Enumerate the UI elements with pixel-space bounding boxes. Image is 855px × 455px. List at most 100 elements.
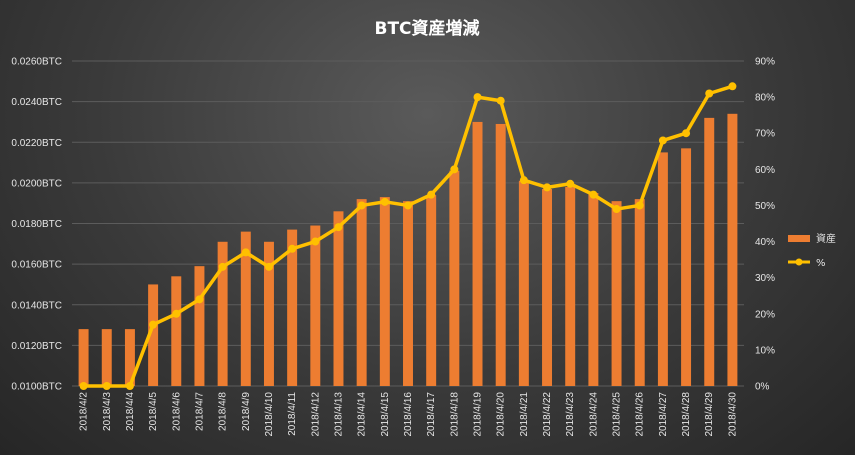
x-axis-ticks: 2018/4/2 2018/4/3 2018/4/4 2018/4/5 2018/4/6… <box>79 392 739 437</box>
bar <box>704 117 715 386</box>
line-point <box>450 165 459 174</box>
x-tick-label: 2018/4/16 <box>403 392 414 437</box>
line-point <box>635 201 644 210</box>
line-point <box>566 179 575 188</box>
x-tick-label: 2018/4/11 <box>287 392 298 436</box>
bar <box>148 284 159 386</box>
line-point <box>264 262 273 271</box>
y-left-tick-label: 0.0220BTC <box>11 138 62 149</box>
line-point <box>172 309 181 318</box>
line-point <box>728 82 737 91</box>
bar <box>379 197 390 386</box>
bar <box>78 329 89 386</box>
x-tick-label: 2018/4/7 <box>194 392 205 431</box>
bar <box>426 195 437 386</box>
y-right-tick-label: 40% <box>755 237 775 248</box>
bar <box>542 188 553 386</box>
line-point <box>682 129 691 138</box>
y-right-tick-label: 90% <box>755 57 775 68</box>
y-right-tick-label: 80% <box>755 93 775 104</box>
right-axis-ticks: 0% 10% 20% 30% 40% 50% 60% 70% 80% 90% <box>755 57 775 393</box>
line-point <box>543 183 552 192</box>
x-tick-label: 2018/4/9 <box>241 392 252 431</box>
y-left-tick-label: 0.0180BTC <box>11 219 62 230</box>
legend-bar-swatch <box>788 235 810 242</box>
x-tick-label: 2018/4/15 <box>380 392 391 437</box>
x-tick-label: 2018/4/6 <box>171 392 182 431</box>
x-tick-label: 2018/4/20 <box>496 392 507 437</box>
line-point <box>705 89 714 98</box>
bar <box>565 186 576 386</box>
line-point <box>427 190 436 199</box>
x-tick-label: 2018/4/13 <box>333 392 344 437</box>
bar <box>611 201 622 386</box>
line-point <box>357 201 366 210</box>
bar <box>588 193 599 386</box>
x-tick-label: 2018/4/28 <box>681 392 692 437</box>
x-tick-label: 2018/4/14 <box>357 392 368 437</box>
bar <box>634 199 645 386</box>
x-tick-label: 2018/4/8 <box>218 392 229 431</box>
bar <box>518 180 529 386</box>
y-right-tick-label: 50% <box>755 201 775 212</box>
x-tick-label: 2018/4/18 <box>449 392 460 437</box>
line-point <box>218 262 227 271</box>
legend-line-marker <box>795 258 803 266</box>
x-tick-label: 2018/4/24 <box>588 392 599 437</box>
y-right-tick-label: 20% <box>755 309 775 320</box>
x-tick-label: 2018/4/4 <box>125 392 136 431</box>
x-tick-label: 2018/4/17 <box>426 392 437 437</box>
x-tick-label: 2018/4/10 <box>264 392 275 437</box>
bar <box>310 225 321 386</box>
left-axis-ticks: 0.0100BTC 0.0120BTC 0.0140BTC 0.0160BTC 0.01… <box>11 57 62 393</box>
bar <box>727 113 738 386</box>
bar <box>101 329 112 386</box>
line-point <box>519 176 528 185</box>
x-tick-label: 2018/4/25 <box>612 392 623 437</box>
line-point <box>102 382 111 390</box>
y-right-tick-label: 60% <box>755 165 775 176</box>
legend: 資産 % <box>788 232 836 269</box>
bar-series <box>78 113 738 386</box>
line-point <box>311 237 320 246</box>
y-left-tick-label: 0.0100BTC <box>11 382 62 393</box>
bar <box>263 241 274 386</box>
line-point <box>195 295 204 304</box>
bar <box>403 201 413 386</box>
bar <box>657 152 668 386</box>
y-left-tick-label: 0.0140BTC <box>11 300 62 311</box>
x-tick-label: 2018/4/23 <box>565 392 576 437</box>
x-tick-label: 2018/4/5 <box>148 392 159 431</box>
bar <box>124 329 135 386</box>
x-tick-label: 2018/4/19 <box>473 392 484 437</box>
line-point <box>589 190 598 199</box>
x-tick-label: 2018/4/29 <box>704 392 715 437</box>
line-point <box>496 96 505 105</box>
bar <box>217 241 228 386</box>
line-point <box>334 223 343 232</box>
x-tick-label: 2018/4/2 <box>79 392 90 431</box>
legend-bar-label: 資産 <box>816 232 836 245</box>
line-series <box>79 82 737 390</box>
bar <box>287 229 298 386</box>
x-tick-label: 2018/4/21 <box>519 392 530 437</box>
bar <box>681 148 692 386</box>
bar <box>495 123 506 386</box>
line-point <box>473 93 482 102</box>
line-point <box>79 382 88 390</box>
y-right-tick-label: 70% <box>755 129 775 140</box>
x-tick-label: 2018/4/30 <box>727 392 738 437</box>
x-tick-label: 2018/4/27 <box>658 392 669 437</box>
y-left-tick-label: 0.0240BTC <box>11 97 62 108</box>
line-point <box>125 382 134 390</box>
line-point <box>658 136 667 145</box>
bar <box>449 170 460 386</box>
y-left-tick-label: 0.0120BTC <box>11 341 62 352</box>
bar <box>356 199 367 386</box>
x-tick-label: 2018/4/26 <box>635 392 646 437</box>
y-left-tick-label: 0.0160BTC <box>11 260 62 271</box>
bar <box>240 231 251 386</box>
y-left-tick-label: 0.0260BTC <box>11 57 62 68</box>
line-point <box>380 197 389 206</box>
